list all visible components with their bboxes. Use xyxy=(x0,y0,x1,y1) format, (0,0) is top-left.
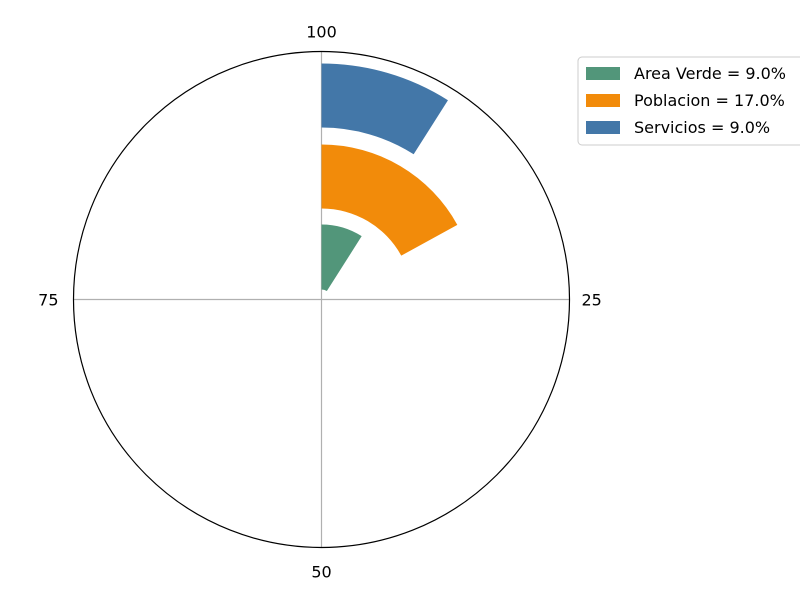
bar-servicios xyxy=(321,63,448,155)
legend-label: Area Verde = 9.0% xyxy=(634,64,786,83)
legend-swatch xyxy=(586,67,620,80)
grid-lines xyxy=(73,51,570,548)
legend-box xyxy=(577,56,800,146)
legend-swatch xyxy=(586,94,620,107)
theta-tick-label: 75 xyxy=(38,291,58,310)
bar-poblacion xyxy=(321,144,458,256)
theta-tick-label: 25 xyxy=(582,291,602,310)
bar-area-verde xyxy=(321,224,362,292)
legend-swatch xyxy=(586,121,620,134)
tick-labels: 100 25 50 75 xyxy=(38,23,602,582)
legend-label: Poblacion = 17.0% xyxy=(634,91,785,110)
outer-circle xyxy=(72,50,571,549)
theta-tick-label: 50 xyxy=(311,563,331,582)
legend: Area Verde = 9.0% Poblacion = 17.0% Servic… xyxy=(577,56,800,146)
theta-tick-label: 100 xyxy=(306,23,337,42)
bars xyxy=(321,63,458,292)
legend-label: Servicios = 9.0% xyxy=(634,118,770,137)
